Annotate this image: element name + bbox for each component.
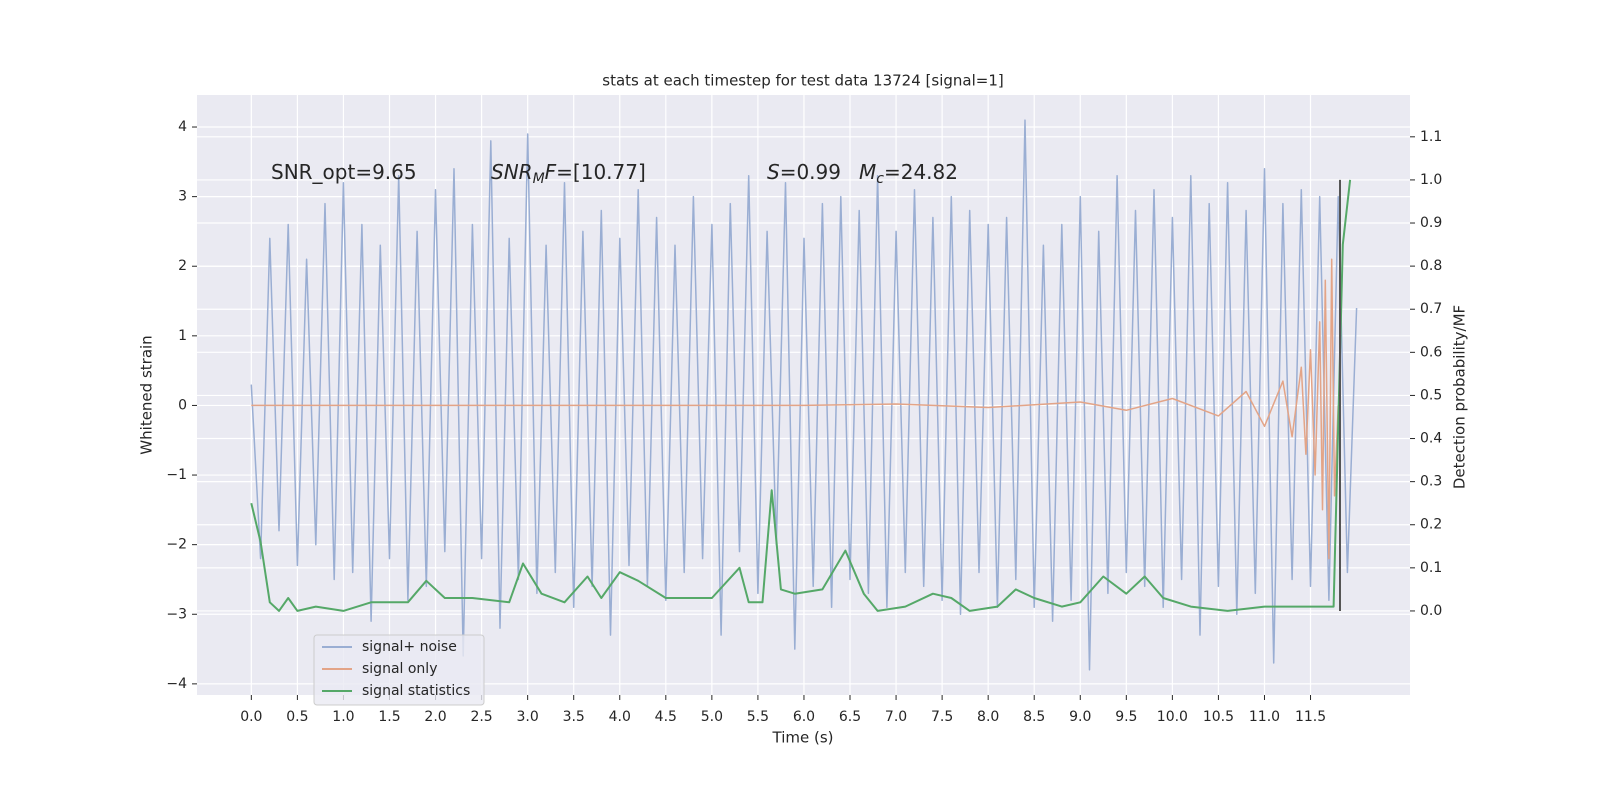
x-tick-label: 0.5 [286, 709, 308, 725]
y-tick-label: 4 [178, 119, 187, 135]
y-tick-label: −4 [166, 676, 187, 692]
annotation-part: =[10.77] [556, 160, 646, 184]
axes: 0.0 0.5 1.0 1.5 2.0 2.5 3.0 3.5 4.0 4.5 5.0 5.5 6.0 6… [166, 119, 1442, 725]
x-tick-label: 8.5 [1023, 709, 1045, 725]
x-tick-label: 2.0 [424, 709, 446, 725]
y2-tick-label: 0.1 [1420, 560, 1442, 576]
x-tick-label: 6.0 [793, 709, 815, 725]
x-tick-label: 7.0 [885, 709, 907, 725]
annotation-part: M [533, 171, 545, 187]
y-tick-label: 0 [178, 397, 187, 413]
x-tick-label: 7.5 [931, 709, 953, 725]
x-tick-label: 3.5 [563, 709, 585, 725]
annotation-part: =0.99 [780, 160, 841, 184]
marks [250, 119, 1358, 671]
legend-label: signal only [362, 661, 437, 677]
annotation-part: SNR [491, 160, 533, 184]
y2-tick-label: 0.9 [1420, 215, 1442, 231]
y2-axis-label: Detection probability/MF [1451, 305, 1469, 489]
x-tick-label: 11.0 [1249, 709, 1280, 725]
annotation-part: F [545, 160, 557, 184]
annotation: Mc=24.82 [859, 160, 958, 188]
y2-tick-label: 0.3 [1420, 474, 1442, 490]
x-tick-label: 3.0 [517, 709, 539, 725]
annotation: S=0.99 [767, 160, 841, 184]
y-tick-label: 3 [178, 189, 187, 205]
x-tick-label: 1.0 [332, 709, 354, 725]
annotation-part: S [767, 160, 780, 184]
x-tick-label: 9.5 [1115, 709, 1137, 725]
y-tick-label: −1 [166, 467, 187, 483]
chart-title: stats at each timestep for test data 137… [602, 72, 1003, 90]
x-tick-label: 4.0 [609, 709, 631, 725]
y2-tick-label: 0.5 [1420, 387, 1442, 403]
x-tick-label: 5.5 [747, 709, 769, 725]
x-tick-label: 9.0 [1069, 709, 1091, 725]
x-tick-label: 5.0 [701, 709, 723, 725]
x-axis-label: Time (s) [772, 729, 834, 747]
y-tick-label: 1 [178, 328, 187, 344]
annotation: SNRMF=[10.77] [491, 160, 646, 188]
y2-tick-label: 1.0 [1420, 172, 1442, 188]
annotation-part: M [859, 160, 876, 184]
annotation-part: c [876, 171, 884, 187]
y2-tick-label: 1.1 [1420, 129, 1442, 145]
annotation-part: SNR_opt=9.65 [271, 160, 417, 184]
y2-tick-label: 0.4 [1420, 431, 1442, 447]
y-axis-label: Whitened strain [138, 335, 156, 454]
y2-tick-label: 0.7 [1420, 301, 1442, 317]
x-tick-label: 0.0 [240, 709, 262, 725]
y-tick-label: −3 [166, 606, 187, 622]
y-tick-label: −2 [166, 537, 187, 553]
x-tick-label: 2.5 [470, 709, 492, 725]
x-tick-label: 11.5 [1295, 709, 1326, 725]
y2-tick-label: 0.0 [1420, 603, 1442, 619]
x-tick-label: 4.5 [655, 709, 677, 725]
y2-tick-label: 0.2 [1420, 517, 1442, 533]
x-tick-label: 8.0 [977, 709, 999, 725]
x-tick-label: 6.5 [839, 709, 861, 725]
x-tick-label: 10.0 [1157, 709, 1188, 725]
series-line [250, 119, 1358, 671]
legend-box [313, 634, 485, 706]
series-line [250, 179, 1352, 612]
y-tick-label: 2 [178, 258, 187, 274]
y2-tick-label: 0.6 [1420, 344, 1442, 360]
x-tick-label: 10.5 [1203, 709, 1234, 725]
series-line [251, 258, 1339, 560]
legend-label: signal+ noise [362, 639, 457, 655]
y2-tick-label: 0.8 [1420, 258, 1442, 274]
annotation: SNR_opt=9.65 [271, 160, 417, 184]
legend-label: signal statistics [362, 683, 470, 699]
annotation-part: =24.82 [884, 160, 958, 184]
x-tick-label: 1.5 [378, 709, 400, 725]
